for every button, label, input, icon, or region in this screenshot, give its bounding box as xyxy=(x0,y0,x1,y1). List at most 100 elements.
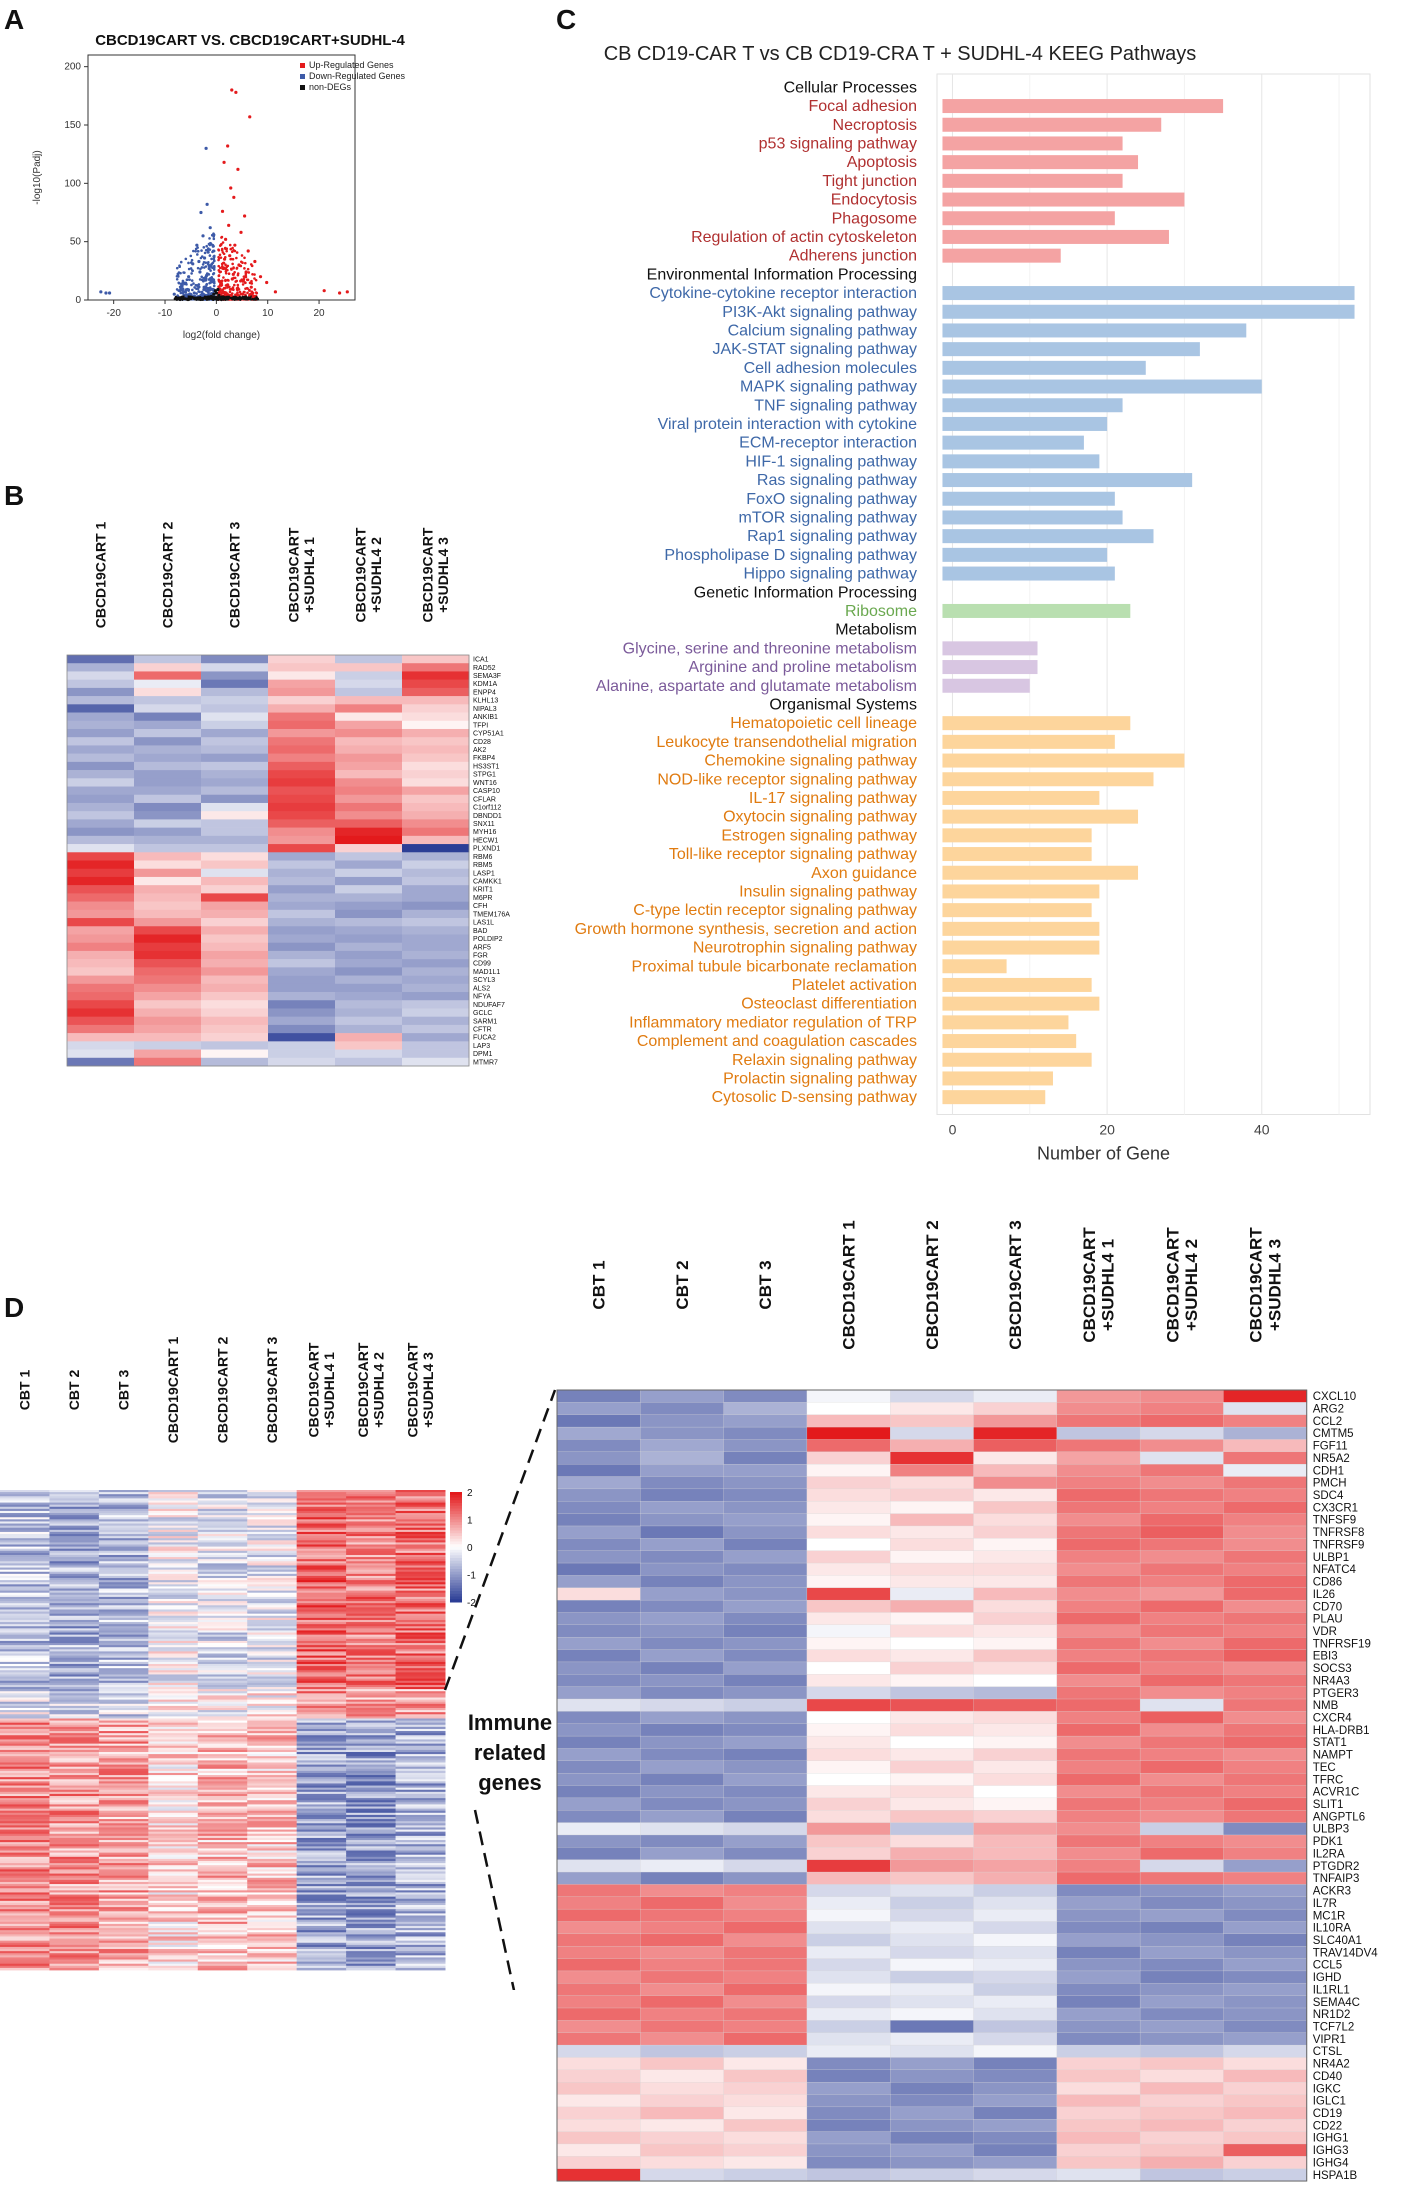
heatmap-d-cell xyxy=(395,1955,446,1958)
heatmap-d-cell xyxy=(0,1911,50,1914)
heatmap-d-cell xyxy=(346,1540,397,1543)
heatmap-d-cell xyxy=(395,1865,446,1868)
heatmap-d-cell xyxy=(296,1842,347,1845)
heatmap-b-cell xyxy=(201,885,269,894)
heatmap-b-cell xyxy=(201,794,269,804)
heatmap-d-cell xyxy=(49,1661,100,1665)
heatmap-d2-cell xyxy=(1056,1525,1141,1539)
heatmap-b-cell xyxy=(67,728,135,738)
heatmap-d-cell xyxy=(346,1504,397,1508)
heatmap-d2-cell xyxy=(806,1624,891,1638)
immune-annotation-label: Immune xyxy=(468,1710,552,1735)
volcano-point xyxy=(228,254,232,258)
heatmap-d-cell xyxy=(0,1921,50,1925)
kegg-bar xyxy=(942,865,1139,880)
heatmap-d-cell xyxy=(247,1890,298,1893)
heatmap-d-cell xyxy=(49,1607,100,1610)
heatmap-d-cell xyxy=(197,1923,248,1927)
heatmap-d-cell xyxy=(98,1542,149,1545)
heatmap-d-cell xyxy=(247,1684,298,1688)
heatmap-b-cell xyxy=(134,827,202,837)
heatmap-d-cell xyxy=(395,1636,446,1640)
heatmap-d2-cell xyxy=(556,1661,641,1675)
heatmap-b-cell xyxy=(134,1016,202,1026)
heatmap-d-cell xyxy=(49,1877,100,1881)
heatmap-d-cell xyxy=(148,1601,199,1604)
heatmap-d-cell xyxy=(0,1881,50,1885)
heatmap-d2-cell xyxy=(890,1488,975,1502)
kegg-pathway-label: Toll-like receptor signaling pathway xyxy=(669,846,917,863)
heatmap-d-cell xyxy=(0,1726,50,1730)
heatmap-d-cell xyxy=(148,1965,199,1969)
heatmap-d-cell xyxy=(0,1900,50,1904)
heatmap-b-cell xyxy=(67,901,135,911)
heatmap-d-cell xyxy=(346,1498,397,1501)
heatmap-d2-cell xyxy=(556,1488,641,1502)
volcano-point xyxy=(217,293,221,297)
heatmap-d2-cell xyxy=(973,1550,1058,1564)
heatmap-b-row-label: SEMA3F xyxy=(473,673,501,680)
heatmap-d2-cell xyxy=(890,2143,975,2157)
heatmap-b-cell xyxy=(268,728,336,738)
heatmap-d-cell xyxy=(247,1603,298,1606)
heatmap-d-cell xyxy=(49,1869,100,1872)
heatmap-d-cell xyxy=(49,1863,100,1866)
heatmap-d-cell xyxy=(247,1936,298,1939)
heatmap-d-cell xyxy=(346,1909,397,1912)
heatmap-d-cell xyxy=(247,1762,298,1765)
heatmap-d-cell xyxy=(395,1946,446,1950)
heatmap-d-cell xyxy=(395,1951,446,1954)
heatmap-d-cell xyxy=(296,1787,347,1791)
kegg-bar xyxy=(942,510,1123,525)
heatmap-d-cell xyxy=(98,1659,149,1663)
heatmap-b-cell xyxy=(67,687,135,697)
heatmap-d-cell xyxy=(197,1712,248,1715)
heatmap-d-cell xyxy=(346,1536,397,1539)
heatmap-d-cell xyxy=(0,1513,50,1516)
heatmap-d-cell xyxy=(346,1861,397,1864)
heatmap-d-cell xyxy=(0,1852,50,1856)
heatmap-d-cell xyxy=(346,1615,397,1619)
heatmap-d-cell xyxy=(346,1825,397,1828)
heatmap-d-cell xyxy=(395,1921,446,1925)
volcano-point xyxy=(218,244,222,247)
heatmap-d-cell xyxy=(148,1588,199,1592)
heatmap-d-cell xyxy=(49,1703,100,1707)
heatmap-d-cell xyxy=(346,1886,397,1889)
heatmap-d2-cell xyxy=(556,1637,641,1651)
heatmap-b-cell xyxy=(268,663,336,672)
heatmap-d-cell xyxy=(247,1768,298,1772)
heatmap-d2-cell xyxy=(806,1538,891,1552)
kegg-pathway-label: Cytokine-cytokine receptor interaction xyxy=(649,285,917,302)
heatmap-d-cell xyxy=(0,1670,50,1673)
heatmap-d-cell xyxy=(395,1546,446,1550)
heatmap-d2-cell xyxy=(556,1760,641,1774)
volcano-point xyxy=(210,257,213,261)
heatmap-d-cell xyxy=(296,1649,347,1652)
heatmap-d-cell xyxy=(197,1871,248,1874)
heatmap-d2-cell xyxy=(723,1983,808,1997)
heatmap-d2-cell xyxy=(640,1587,725,1601)
heatmap-d2-cell xyxy=(556,1587,641,1601)
heatmap-b-row-label: CFLAR xyxy=(473,796,496,803)
heatmap-d-cell xyxy=(98,1680,149,1684)
heatmap-d2-column-label: CBCD19CART 2 xyxy=(923,1220,942,1349)
volcano-point xyxy=(219,270,223,274)
heatmap-b-cell xyxy=(335,770,403,779)
heatmap-d-cell xyxy=(98,1496,149,1499)
volcano-point xyxy=(251,294,255,299)
heatmap-d-cell xyxy=(0,1630,50,1633)
heatmap-b-row-label: HECW1 xyxy=(473,837,498,844)
heatmap-d-cell xyxy=(197,1796,248,1799)
heatmap-d2-cell xyxy=(640,2082,725,2095)
heatmap-d-cell xyxy=(0,1678,50,1682)
heatmap-d-cell xyxy=(0,1873,50,1877)
color-scale-segment xyxy=(450,1494,462,1498)
heatmap-d-cell xyxy=(296,1814,347,1818)
color-scale-segment xyxy=(450,1503,462,1507)
heatmap-b-cell xyxy=(67,1057,135,1067)
heatmap-d2-cell xyxy=(1056,1513,1141,1527)
heatmap-d-cell xyxy=(247,1630,298,1633)
heatmap-d-cell xyxy=(49,1666,100,1669)
heatmap-d-cell xyxy=(148,1586,199,1589)
